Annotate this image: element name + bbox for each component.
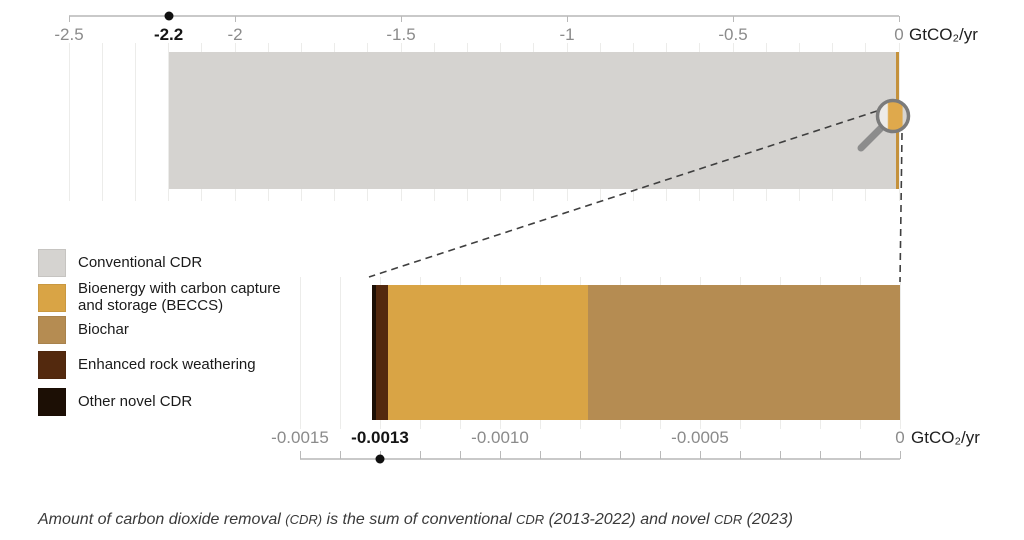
x-axis-tick <box>899 451 901 459</box>
highlight-marker-dot <box>375 454 385 464</box>
x-axis-tick-label: -1.5 <box>386 25 416 44</box>
x-axis-tick <box>859 451 861 459</box>
highlight-tick-label: -2.2 <box>153 25 184 44</box>
legend-swatch-other-novel-cdr <box>38 388 66 416</box>
x-axis-tick <box>400 16 402 22</box>
axis-unit-label: GtCO₂/yr <box>911 428 980 447</box>
caption-segment: is the sum of conventional <box>322 511 516 528</box>
x-axis-tick-label: -0.0015 <box>271 428 329 447</box>
x-axis-tick <box>699 451 701 459</box>
x-axis-tick-label: -2.5 <box>54 25 84 44</box>
bar-segment-biochar <box>588 285 900 420</box>
x-axis-tick <box>619 451 621 459</box>
x-axis-tick-label: -0.0005 <box>671 428 729 447</box>
caption-segment: (2013-2022) and novel <box>544 511 715 528</box>
legend-swatch-enhanced-rock-weathering <box>38 351 66 379</box>
bar-segment-other-novel-cdr <box>372 285 376 420</box>
gridline <box>101 43 103 201</box>
caption-segment: Amount of carbon dioxide removal <box>38 511 286 528</box>
legend-label: Enhanced rock weathering <box>78 355 256 373</box>
x-axis-tick <box>659 451 661 459</box>
legend-swatch-conventional-cdr <box>38 249 66 277</box>
x-axis-tick-label: -2 <box>227 25 243 44</box>
x-axis-line <box>69 15 899 17</box>
legend-label: Conventional CDR <box>78 253 203 271</box>
x-axis-tick <box>898 16 900 22</box>
x-axis-tick <box>732 16 734 22</box>
caption-segment: (CDR) <box>285 512 323 527</box>
x-axis-tick-label: 0 <box>895 428 905 447</box>
axis-unit-label: GtCO₂/yr <box>909 25 978 44</box>
x-axis-tick-label: -0.0010 <box>471 428 529 447</box>
legend-swatch-biochar <box>38 316 66 344</box>
x-axis-tick <box>459 451 461 459</box>
caption-segment: CDR <box>714 512 743 527</box>
x-axis-tick <box>579 451 581 459</box>
x-axis-tick <box>739 451 741 459</box>
gridline <box>339 277 341 429</box>
gridline <box>299 277 301 429</box>
x-axis-tick <box>68 16 70 22</box>
highlight-marker-dot <box>164 11 174 21</box>
legend-item-biochar: Biochar <box>38 316 129 344</box>
bar-segment-enhanced-rock-weathering <box>376 285 388 420</box>
x-axis-tick-label: -1 <box>559 25 575 44</box>
x-axis-tick <box>566 16 568 22</box>
x-axis-tick <box>499 451 501 459</box>
legend-item-other-novel-cdr: Other novel CDR <box>38 388 192 416</box>
caption-segment: (2023) <box>742 511 793 528</box>
legend-swatch-bioenergy-with-carbon-capture-and-storag <box>38 283 66 312</box>
caption: Amount of carbon dioxide removal (CDR) i… <box>38 511 793 529</box>
x-axis-tick-label: 0 <box>894 25 904 44</box>
gridline <box>134 43 136 201</box>
x-axis-line <box>300 458 900 460</box>
legend-label: Bioenergy with carbon capture and storag… <box>78 280 281 314</box>
x-axis-tick-label: -0.5 <box>718 25 748 44</box>
legend-item-bioenergy-with-carbon-capture-and-storag: Bioenergy with carbon capture and storag… <box>38 280 293 315</box>
legend-item-conventional-cdr: Conventional CDR <box>38 249 202 277</box>
gridline <box>68 43 70 201</box>
legend-label: Biochar <box>78 320 129 338</box>
x-axis-tick <box>339 451 341 459</box>
legend-label: Other novel CDR <box>78 392 193 410</box>
caption-segment: CDR <box>515 512 545 527</box>
x-axis-tick <box>299 451 301 459</box>
bar-segment-bioenergy-with-carbon-capture-and-storag <box>388 285 588 420</box>
x-axis-tick <box>419 451 421 459</box>
x-axis-tick <box>819 451 821 459</box>
legend-item-enhanced-rock-weathering: Enhanced rock weathering <box>38 351 256 379</box>
x-axis-tick <box>539 451 541 459</box>
x-axis-tick <box>234 16 236 22</box>
gridline <box>899 277 901 429</box>
highlight-tick-label: -0.0013 <box>351 428 409 447</box>
x-axis-tick <box>779 451 781 459</box>
